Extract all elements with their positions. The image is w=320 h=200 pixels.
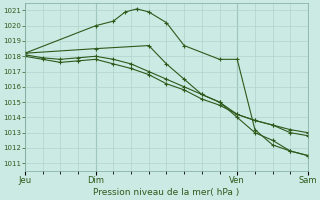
- X-axis label: Pression niveau de la mer( hPa ): Pression niveau de la mer( hPa ): [93, 188, 240, 197]
